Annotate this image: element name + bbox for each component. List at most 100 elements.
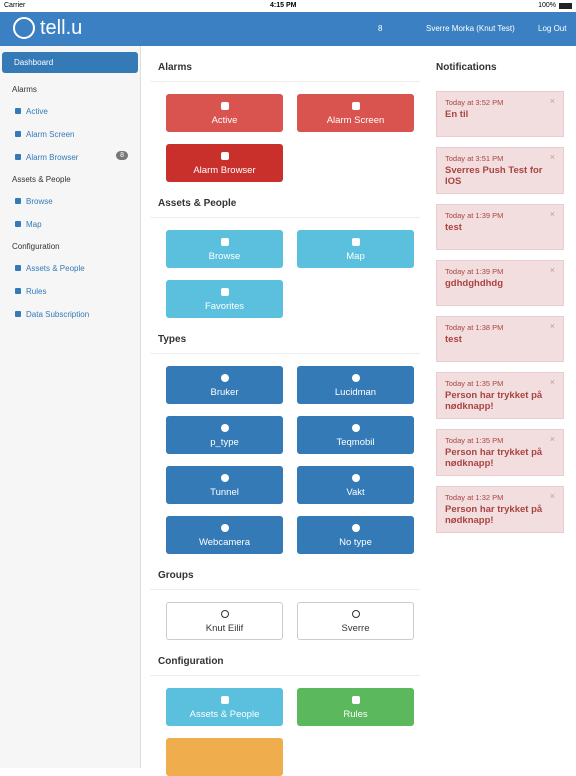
section-title: Groups <box>150 554 420 590</box>
button-label: Teqmobil <box>336 437 375 448</box>
button-label: Lucidman <box>334 387 377 398</box>
notification-text: test <box>445 334 462 345</box>
notification-text: Person har trykket på nødknapp! <box>445 504 543 526</box>
button-label: Map <box>346 251 365 262</box>
notification[interactable]: Today at 3:52 PM En til × <box>436 91 564 137</box>
button-label: Active <box>211 115 238 126</box>
notification[interactable]: Today at 1:35 PM Person har trykket på nø… <box>436 429 564 476</box>
notification-time: Today at 1:32 PM <box>445 493 504 502</box>
notifications-title: Notifications <box>436 62 497 73</box>
notification-text: En til <box>445 109 469 120</box>
notification[interactable]: Today at 1:39 PM test × <box>436 204 564 250</box>
carrier: Carrier <box>4 2 26 9</box>
icon <box>351 424 360 432</box>
dashboard-button[interactable]: Assets & People <box>166 688 283 726</box>
dashboard-button[interactable]: Sverre <box>297 602 414 640</box>
button-label: p_type <box>210 437 239 448</box>
sidebar-link[interactable]: Assets & People <box>2 257 138 280</box>
button-label: Favorites <box>204 301 245 312</box>
dashboard-button[interactable] <box>166 738 283 776</box>
icon <box>220 424 229 432</box>
dashboard-button[interactable]: Rules <box>297 688 414 726</box>
dashboard-button[interactable]: Browse <box>166 230 283 268</box>
button-label: Alarm Screen <box>326 115 385 126</box>
button-label: Assets & People <box>189 709 260 720</box>
close-button[interactable]: × <box>549 209 555 219</box>
dashboard-button[interactable]: Vakt <box>297 466 414 504</box>
brand[interactable]: tell.u <box>40 17 83 39</box>
dashboard-button[interactable]: Bruker <box>166 366 283 404</box>
sidebar-link[interactable]: Alarm Browser 8 <box>2 146 138 169</box>
close-button[interactable]: × <box>549 377 555 387</box>
icon <box>220 696 229 704</box>
dashboard-button[interactable]: Favorites <box>166 280 283 318</box>
close-button[interactable]: × <box>549 491 555 501</box>
notification-text: gdhdghdhdg <box>445 278 504 289</box>
icon <box>220 374 229 382</box>
icon <box>220 102 229 110</box>
button-label: Rules <box>343 709 368 720</box>
sidebar-link[interactable]: Data Subscription <box>2 303 138 326</box>
dashboard-button[interactable]: Knut Eilif <box>166 602 283 640</box>
button-label: Alarm Browser <box>193 165 256 176</box>
sidebar-link[interactable]: Alarm Screen <box>2 123 138 146</box>
notification[interactable]: Today at 1:32 PM Person har trykket på nø… <box>436 486 564 533</box>
sidebar-heading: Assets & People <box>12 175 71 184</box>
main: Alarms Active Alarm Screen Alarm Browser Ass… <box>150 46 420 776</box>
notification-text: test <box>445 222 462 233</box>
sidebar-link[interactable]: Active <box>2 100 138 123</box>
sidebar-link[interactable]: Map <box>2 213 138 236</box>
icon <box>351 696 360 704</box>
icon <box>220 474 229 482</box>
icon <box>351 374 360 382</box>
dashboard-button[interactable]: Tunnel <box>166 466 283 504</box>
notification-time: Today at 3:51 PM <box>445 154 504 163</box>
alarm-count[interactable]: 8 <box>378 24 383 33</box>
notification-time: Today at 1:38 PM <box>445 323 504 332</box>
dashboard-button[interactable]: Map <box>297 230 414 268</box>
button-grid: Bruker Lucidman p_type Teqmobil Tunnel Vakt We… <box>150 366 420 554</box>
button-label: Vakt <box>346 487 365 498</box>
close-button[interactable]: × <box>549 152 555 162</box>
dashboard-button[interactable]: Alarm Screen <box>297 94 414 132</box>
close-button[interactable]: × <box>549 321 555 331</box>
icon <box>220 238 229 246</box>
button-grid: Assets & People Rules <box>150 688 420 776</box>
dashboard-button[interactable]: p_type <box>166 416 283 454</box>
sidebar-link[interactable]: Rules <box>2 280 138 303</box>
icon <box>351 610 360 618</box>
notification-text: Person har trykket på nødknapp! <box>445 447 543 469</box>
button-label: Knut Eilif <box>205 623 244 634</box>
icon <box>351 102 360 110</box>
icon <box>351 238 360 246</box>
button-label: Webcamera <box>198 537 251 548</box>
notification[interactable]: Today at 3:51 PM Sverres Push Test for IO… <box>436 147 564 194</box>
notification-text: Sverres Push Test for IOS <box>445 165 543 187</box>
user[interactable]: Sverre Morka (Knut Test) <box>426 24 515 33</box>
dashboard-button[interactable]: Lucidman <box>297 366 414 404</box>
icon <box>220 152 229 160</box>
notification[interactable]: Today at 1:39 PM gdhdghdhdg × <box>436 260 564 306</box>
notification-time: Today at 3:52 PM <box>445 98 504 107</box>
dashboard-button[interactable]: Webcamera <box>166 516 283 554</box>
dashboard-button[interactable]: No type <box>297 516 414 554</box>
notification[interactable]: Today at 1:35 PM Person har trykket på nø… <box>436 372 564 419</box>
dashboard-button[interactable]: Active <box>166 94 283 132</box>
notification-text: Person har trykket på nødknapp! <box>445 390 543 412</box>
button-label: Browse <box>208 251 241 262</box>
dashboard-button[interactable]: Alarm Browser <box>166 144 283 182</box>
sidebar-active[interactable]: Dashboard <box>2 52 138 73</box>
close-button[interactable]: × <box>549 96 555 106</box>
sidebar-link[interactable]: Browse <box>2 190 138 213</box>
dashboard-button[interactable]: Teqmobil <box>297 416 414 454</box>
close-button[interactable]: × <box>549 265 555 275</box>
logout[interactable]: Log Out <box>538 24 567 33</box>
navbar: tell.u 8 Sverre Morka (Knut Test) Log Ou… <box>0 12 576 46</box>
notification-time: Today at 1:39 PM <box>445 211 504 220</box>
close-button[interactable]: × <box>549 434 555 444</box>
button-label: No type <box>339 537 372 548</box>
notification[interactable]: Today at 1:38 PM test × <box>436 316 564 362</box>
icon <box>351 524 360 532</box>
sidebar-heading: Alarms <box>12 85 37 94</box>
button-label: Bruker <box>210 387 239 398</box>
